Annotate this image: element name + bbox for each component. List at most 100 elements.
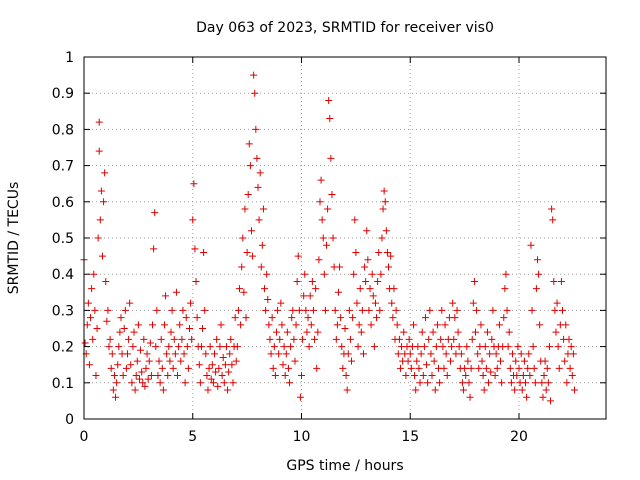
data-point bbox=[492, 350, 500, 358]
data-point bbox=[329, 234, 337, 242]
data-point bbox=[84, 299, 92, 307]
data-point bbox=[430, 357, 438, 365]
data-point bbox=[288, 314, 296, 322]
data-point bbox=[480, 386, 488, 394]
data-point bbox=[130, 328, 138, 336]
data-point bbox=[362, 277, 370, 285]
data-point bbox=[129, 343, 137, 351]
data-point bbox=[478, 357, 486, 365]
data-point bbox=[536, 321, 544, 329]
data-point bbox=[530, 364, 538, 372]
data-point bbox=[553, 299, 561, 307]
data-point bbox=[152, 343, 160, 351]
data-point bbox=[328, 191, 336, 199]
data-point bbox=[306, 292, 314, 300]
y-tick-label: 0.2 bbox=[52, 340, 74, 356]
data-point bbox=[359, 350, 367, 358]
data-point bbox=[87, 314, 95, 322]
data-point bbox=[314, 328, 322, 336]
data-point bbox=[182, 314, 190, 322]
data-point bbox=[138, 368, 146, 376]
data-point bbox=[559, 306, 566, 314]
data-point bbox=[274, 306, 282, 314]
data-point bbox=[361, 263, 369, 271]
data-point bbox=[420, 343, 428, 351]
data-point bbox=[451, 314, 459, 322]
data-point bbox=[421, 314, 429, 322]
data-point bbox=[495, 321, 503, 329]
data-point bbox=[255, 216, 263, 224]
data-point bbox=[455, 343, 463, 351]
data-point bbox=[348, 357, 356, 365]
data-point bbox=[512, 357, 520, 365]
data-point bbox=[473, 306, 481, 314]
data-point bbox=[94, 234, 102, 242]
data-point bbox=[370, 343, 378, 351]
data-point bbox=[222, 343, 230, 351]
data-point bbox=[542, 386, 550, 394]
data-point bbox=[231, 314, 239, 322]
data-point bbox=[114, 361, 122, 369]
data-point bbox=[380, 187, 388, 195]
data-point bbox=[349, 314, 357, 322]
data-point bbox=[486, 350, 494, 358]
data-point bbox=[474, 350, 482, 358]
data-point bbox=[164, 372, 172, 380]
data-point bbox=[535, 270, 543, 278]
data-point bbox=[415, 364, 423, 372]
data-point bbox=[339, 364, 347, 372]
data-point bbox=[519, 372, 527, 380]
data-point bbox=[250, 71, 258, 79]
data-point bbox=[175, 343, 183, 351]
x-tick-label: 20 bbox=[510, 429, 528, 445]
x-tick-label: 10 bbox=[293, 429, 311, 445]
data-series bbox=[80, 71, 578, 405]
data-point bbox=[262, 306, 270, 314]
data-point bbox=[555, 364, 563, 372]
data-point bbox=[545, 343, 553, 351]
data-point bbox=[477, 321, 485, 329]
data-point bbox=[429, 328, 437, 336]
data-point bbox=[91, 306, 99, 314]
data-point bbox=[450, 335, 458, 343]
data-point bbox=[501, 285, 509, 293]
data-point bbox=[169, 364, 177, 372]
y-tick-label: 0.6 bbox=[52, 195, 74, 211]
data-point bbox=[463, 343, 471, 351]
data-point bbox=[342, 372, 350, 380]
data-point bbox=[513, 372, 521, 380]
data-point bbox=[155, 357, 163, 365]
data-point bbox=[83, 321, 91, 329]
data-point bbox=[209, 379, 217, 387]
data-point bbox=[176, 321, 184, 329]
data-point bbox=[375, 248, 383, 256]
data-point bbox=[204, 386, 212, 394]
data-point bbox=[302, 306, 310, 314]
data-point bbox=[554, 343, 562, 351]
data-point bbox=[156, 379, 164, 387]
data-point bbox=[215, 364, 223, 372]
data-point bbox=[157, 335, 165, 343]
data-point bbox=[206, 343, 214, 351]
data-point bbox=[125, 335, 133, 343]
data-point bbox=[299, 335, 307, 343]
data-point bbox=[439, 343, 447, 351]
data-point bbox=[423, 361, 431, 369]
data-point bbox=[562, 321, 570, 329]
data-point bbox=[226, 350, 234, 358]
data-point bbox=[442, 350, 450, 358]
data-point bbox=[355, 321, 363, 329]
data-point bbox=[233, 343, 241, 351]
data-point bbox=[470, 277, 478, 285]
data-point bbox=[547, 397, 555, 405]
data-point bbox=[472, 328, 479, 336]
data-point bbox=[419, 372, 427, 380]
data-point bbox=[457, 350, 465, 358]
data-point bbox=[284, 364, 292, 372]
data-point bbox=[207, 375, 215, 383]
data-point bbox=[413, 357, 421, 365]
data-point bbox=[165, 343, 173, 351]
data-point bbox=[357, 328, 365, 336]
data-point bbox=[350, 270, 358, 278]
data-point bbox=[563, 379, 571, 387]
